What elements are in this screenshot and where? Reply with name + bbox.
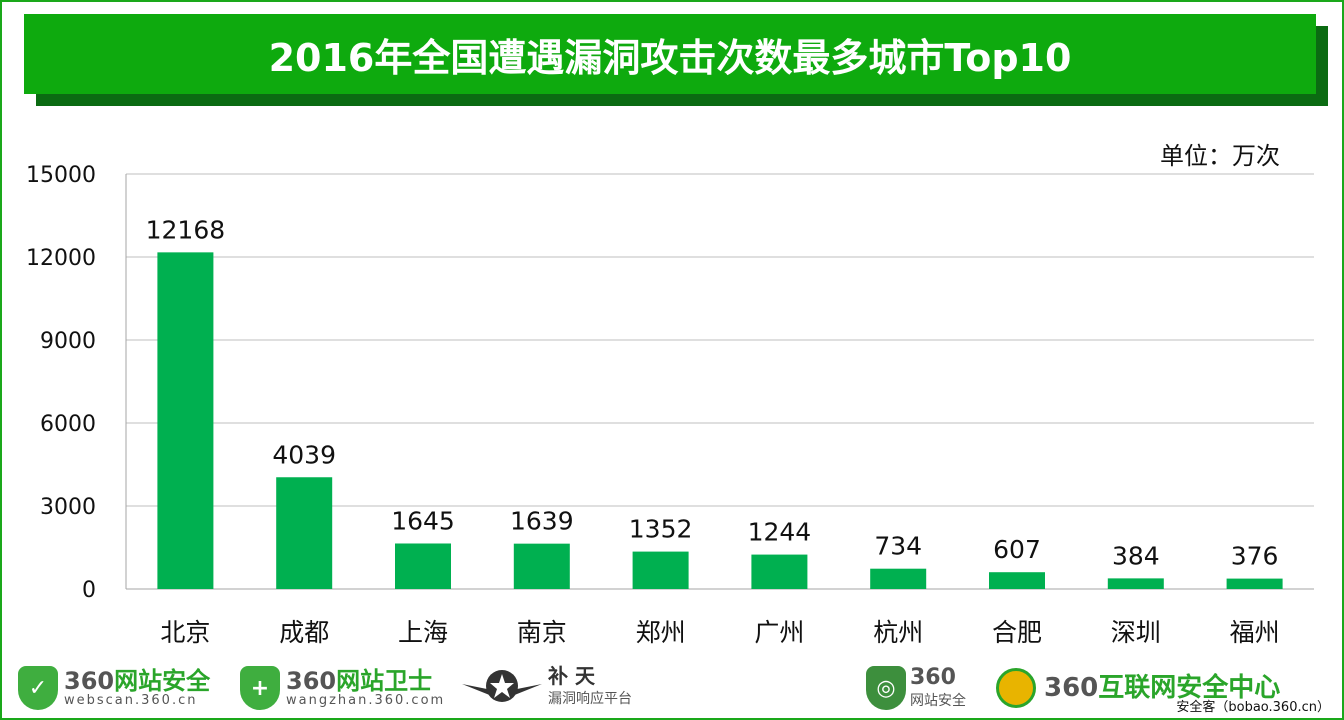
- bar: [1107, 578, 1164, 589]
- shield-plus-icon: +: [240, 666, 280, 710]
- shield-globe-icon: ◎: [866, 666, 906, 710]
- y-tick-label: 9000: [40, 329, 96, 354]
- logo-360-center: 360互联网安全中心: [996, 668, 1280, 708]
- y-tick-label: 3000: [40, 495, 96, 520]
- logo-360-name: 网站安全: [910, 693, 966, 709]
- bar-chart: 0 3000 6000 9000 12000 15000 12168 北京 4039 成都 1645…: [26, 163, 1314, 647]
- data-label: 1645: [391, 506, 455, 535]
- y-tick-label: 12000: [26, 246, 96, 271]
- x-tick-label: 成都: [279, 618, 329, 647]
- title-banner: 2016年全国遭遇漏洞攻击次数最多城市Top10: [24, 14, 1316, 94]
- logo-360-webscan: ◎ 360 网站安全: [866, 666, 966, 710]
- bar: [632, 551, 689, 589]
- logo-center-prefix: 360: [1044, 673, 1099, 703]
- x-tick-label: 上海: [398, 618, 448, 647]
- data-label: 1639: [510, 507, 574, 536]
- shield-check-icon: ✓: [18, 666, 58, 710]
- x-tick-label: 北京: [160, 618, 210, 647]
- y-tick-label: 0: [82, 578, 96, 603]
- logo-webscan-url: webscan.360.cn: [64, 692, 198, 708]
- x-tick-label: 广州: [754, 618, 804, 647]
- x-tick-label: 南京: [517, 618, 567, 647]
- data-label: 1244: [748, 518, 812, 547]
- data-label: 376: [1231, 542, 1279, 571]
- x-tick-label: 深圳: [1111, 618, 1161, 647]
- star-wings-icon: [462, 670, 542, 702]
- data-label: 4039: [272, 440, 336, 469]
- logo-webscan-name: 网站安全: [114, 666, 211, 695]
- bar: [157, 252, 214, 590]
- bar: [1226, 578, 1283, 589]
- logo-butian: 补 天 漏洞响应平台: [462, 664, 632, 708]
- x-tick-label: 杭州: [873, 618, 923, 647]
- unit-label: 单位：万次: [1160, 142, 1280, 170]
- footer-logos: ✓ 360网站安全 webscan.360.cn + 360网站卫士 wangz…: [0, 660, 1344, 720]
- bar: [513, 543, 570, 589]
- bar: [751, 554, 808, 589]
- logo-wangzhan: + 360网站卫士 wangzhan.360.com: [240, 666, 445, 710]
- logo-center-name: 互联网安全中心: [1098, 673, 1281, 703]
- logo-webscan-prefix: 360: [64, 666, 115, 695]
- bar: [870, 568, 927, 589]
- logo-360-prefix: 360: [910, 665, 956, 690]
- emblem-icon: [996, 668, 1036, 708]
- logo-webscan: ✓ 360网站安全 webscan.360.cn: [18, 666, 210, 710]
- logo-wangzhan-prefix: 360: [286, 666, 337, 695]
- x-tick-label: 郑州: [636, 618, 686, 647]
- x-tick-label: 合肥: [992, 618, 1042, 647]
- bar: [395, 543, 451, 589]
- data-label: 384: [1112, 541, 1160, 570]
- data-label: 12168: [146, 215, 226, 244]
- data-label: 1352: [629, 515, 693, 544]
- data-label: 607: [993, 535, 1041, 564]
- logo-wangzhan-url: wangzhan.360.com: [286, 692, 446, 708]
- bar: [276, 477, 333, 589]
- y-tick-label: 15000: [26, 163, 96, 188]
- y-tick-label: 6000: [40, 412, 96, 437]
- logo-butian-name: 补 天: [548, 664, 595, 688]
- source-credit: 安全客（bobao.360.cn）: [1176, 700, 1330, 715]
- bar: [989, 572, 1045, 589]
- logo-butian-sub: 漏洞响应平台: [548, 691, 632, 707]
- data-label: 734: [874, 532, 922, 561]
- chart-title: 2016年全国遭遇漏洞攻击次数最多城市Top10: [268, 35, 1072, 80]
- x-tick-label: 福州: [1230, 618, 1280, 647]
- logo-wangzhan-name: 网站卫士: [336, 666, 433, 695]
